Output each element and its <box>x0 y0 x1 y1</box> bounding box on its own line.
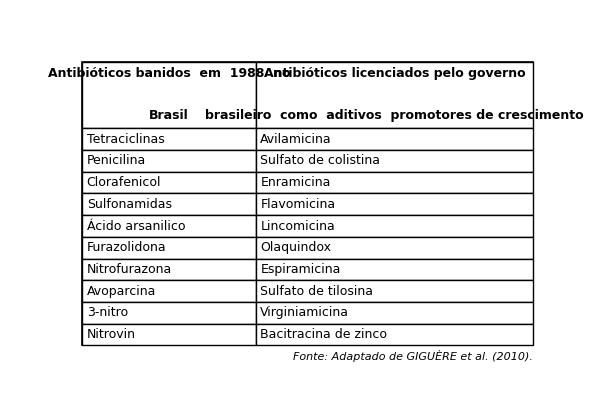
Text: Antibióticos licenciados pelo governo

brasileiro  como  aditivos  promotores de: Antibióticos licenciados pelo governo br… <box>205 67 584 122</box>
Bar <box>256 259 533 280</box>
Bar <box>256 172 533 194</box>
Bar <box>82 62 256 128</box>
Text: Sulfato de colistina: Sulfato de colistina <box>260 154 380 167</box>
Text: Ácido arsanilico: Ácido arsanilico <box>86 220 185 233</box>
Bar <box>256 237 533 259</box>
Text: Avoparcina: Avoparcina <box>86 285 156 297</box>
Text: Espiramicina: Espiramicina <box>260 263 341 276</box>
Text: Sulfato de tilosina: Sulfato de tilosina <box>260 285 373 297</box>
Bar <box>82 215 256 237</box>
Text: Fonte: Adaptado de GIGUÈRE et al. (2010).: Fonte: Adaptado de GIGUÈRE et al. (2010)… <box>293 350 533 362</box>
Bar <box>82 237 256 259</box>
Bar <box>82 172 256 194</box>
Text: Bacitracina de zinco: Bacitracina de zinco <box>260 328 387 341</box>
Text: Sulfonamidas: Sulfonamidas <box>86 198 172 211</box>
Text: Tetraciclinas: Tetraciclinas <box>86 133 164 146</box>
Bar <box>256 280 533 302</box>
Bar <box>82 324 256 346</box>
Bar <box>256 150 533 172</box>
Bar <box>82 302 256 324</box>
Text: Furazolidona: Furazolidona <box>86 241 166 254</box>
Bar <box>82 128 256 150</box>
Bar <box>82 62 533 346</box>
Bar <box>82 280 256 302</box>
Bar <box>256 302 533 324</box>
Text: Clorafenicol: Clorafenicol <box>86 176 161 189</box>
Bar <box>82 194 256 215</box>
Bar <box>256 324 533 346</box>
Bar <box>256 215 533 237</box>
Text: Avilamicina: Avilamicina <box>260 133 332 146</box>
Text: Enramicina: Enramicina <box>260 176 331 189</box>
Text: Flavomicina: Flavomicina <box>260 198 335 211</box>
Text: 3-nitro: 3-nitro <box>86 306 128 319</box>
Text: Virginiamicina: Virginiamicina <box>260 306 349 319</box>
Text: Nitrofurazona: Nitrofurazona <box>86 263 172 276</box>
Text: Lincomicina: Lincomicina <box>260 220 335 233</box>
Bar <box>256 62 533 128</box>
Text: Penicilina: Penicilina <box>86 154 146 167</box>
Bar <box>256 128 533 150</box>
Text: Antibióticos banidos  em  1988  no

Brasil: Antibióticos banidos em 1988 no Brasil <box>47 67 290 122</box>
Bar <box>82 150 256 172</box>
Bar <box>256 194 533 215</box>
Text: Nitrovin: Nitrovin <box>86 328 136 341</box>
Text: Olaquindox: Olaquindox <box>260 241 331 254</box>
Bar <box>82 259 256 280</box>
